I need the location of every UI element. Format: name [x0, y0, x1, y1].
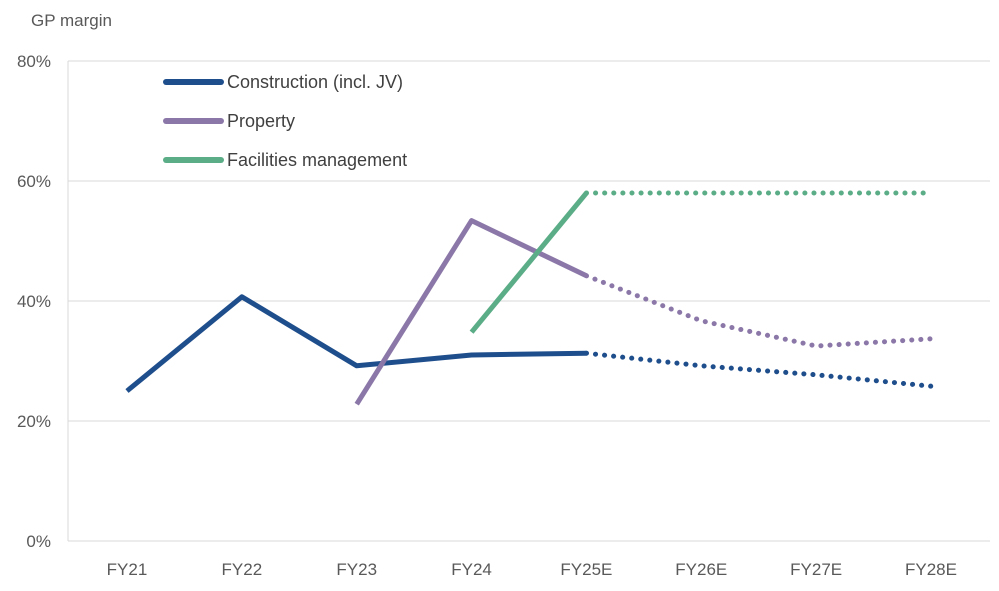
- axes: 0% 20% 40% 60% 80% FY21 FY22 FY23 FY24 FY25E FY26E…: [17, 52, 990, 579]
- x-tick-label: FY27E: [790, 560, 842, 579]
- x-tick-label: FY24: [451, 560, 492, 579]
- y-tick-label: 20%: [17, 412, 51, 431]
- series-line-actual: [125, 294, 587, 393]
- x-tick-label: FY26E: [675, 560, 727, 579]
- x-tick-label: FY21: [107, 560, 148, 579]
- x-tick-label: FY22: [222, 560, 263, 579]
- y-axis-title: GP margin: [31, 11, 112, 30]
- series-line-actual: [469, 191, 589, 334]
- y-tick-label: 40%: [17, 292, 51, 311]
- y-tick-label: 60%: [17, 172, 51, 191]
- series-lines: [125, 190, 934, 406]
- x-tick-label: FY23: [336, 560, 377, 579]
- y-tick-label: 80%: [17, 52, 51, 71]
- x-tick-label: FY28E: [905, 560, 957, 579]
- series-property: [354, 218, 934, 406]
- legend-label: Construction (incl. JV): [227, 72, 403, 92]
- series-construction-incl-jv: [125, 294, 934, 393]
- legend-label: Property: [227, 111, 295, 131]
- series-line-forecast: [583, 273, 934, 349]
- y-tick-label: 0%: [26, 532, 51, 551]
- legend-item: Construction (incl. JV): [163, 72, 403, 92]
- legend: Construction (incl. JV) Property Facilitie…: [163, 72, 407, 170]
- series-line-actual: [354, 218, 588, 406]
- gridlines: [68, 60, 990, 422]
- legend-item: Property: [163, 111, 295, 131]
- x-tick-label: FY25E: [560, 560, 612, 579]
- legend-item: Facilities management: [163, 150, 407, 170]
- legend-label: Facilities management: [227, 150, 407, 170]
- series-facilities-management: [469, 190, 934, 334]
- series-line-forecast: [583, 350, 934, 389]
